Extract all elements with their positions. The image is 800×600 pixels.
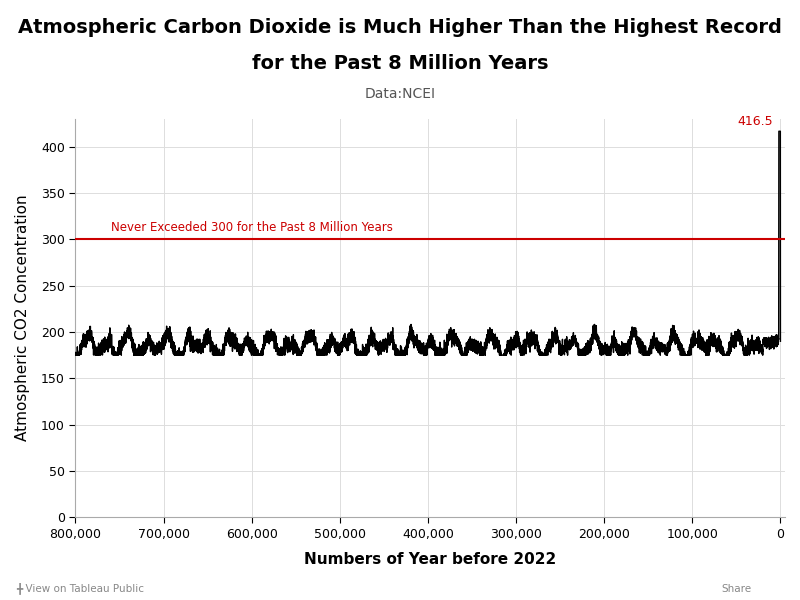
X-axis label: Numbers of Year before 2022: Numbers of Year before 2022 [304,552,556,567]
Text: for the Past 8 Million Years: for the Past 8 Million Years [252,54,548,73]
Y-axis label: Atmospheric CO2 Concentration: Atmospheric CO2 Concentration [15,195,30,442]
Text: Share: Share [722,584,752,594]
Text: Data:NCEI: Data:NCEI [365,87,435,101]
Text: 416.5: 416.5 [738,115,774,128]
Text: Never Exceeded 300 for the Past 8 Million Years: Never Exceeded 300 for the Past 8 Millio… [110,221,393,234]
Text: ╋ View on Tableau Public: ╋ View on Tableau Public [16,582,144,594]
Text: Atmospheric Carbon Dioxide is Much Higher Than the Highest Record: Atmospheric Carbon Dioxide is Much Highe… [18,18,782,37]
